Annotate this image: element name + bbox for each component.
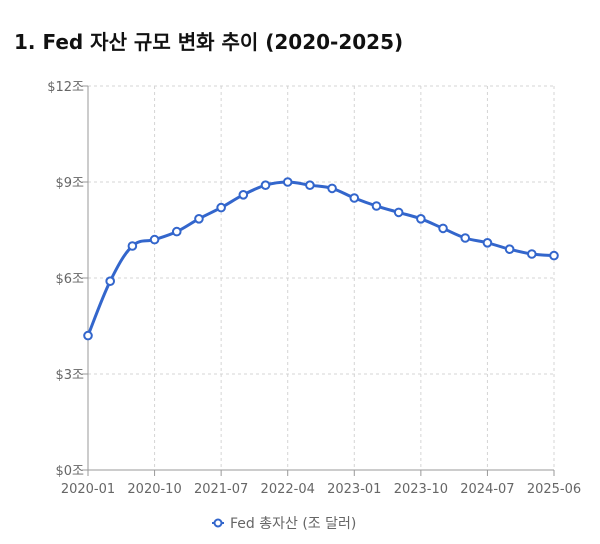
data-point [438,223,448,234]
grid [88,85,555,470]
legend-label: Fed 총자산 (조 달러) [230,516,356,532]
data-point [327,183,337,194]
data-point [305,180,315,190]
y-tick-label: $0조 [55,464,84,479]
x-tick-label: 2020-10 [127,482,181,497]
legend-swatch-marker [213,518,223,528]
y-tick-label: $3조 [55,368,84,383]
x-tick-label: 2023-10 [394,482,448,497]
data-point [349,193,360,203]
y-tick-label: $12조 [47,80,84,95]
data-point [416,214,426,224]
data-point [238,190,249,200]
series-line [86,180,555,337]
data-point [105,276,115,287]
data-point [482,238,493,248]
axes: $0조 $3조 $6조 $9조 $12조 2020-01 2020-10 2021-07 202… [47,80,581,497]
data-point [504,244,515,254]
data-point [260,180,271,190]
legend: Fed 총자산 (조 달러) [212,516,356,532]
chart-title: 1. Fed 자산 규모 변화 추이 (2020-2025) [14,30,404,54]
data-point [460,233,471,243]
data-point [149,234,160,245]
x-tick-label: 2021-07 [194,482,248,497]
data-point [527,249,537,259]
y-tick-label: $6조 [55,272,84,287]
x-tick-label: 2023-01 [327,482,381,497]
x-tick-label: 2024-07 [460,482,514,497]
data-point [194,214,204,224]
y-tick-label: $9조 [55,176,84,191]
x-tick-label: 2020-01 [61,482,115,497]
data-point [216,202,226,213]
data-point [282,177,293,187]
series-layer [83,177,559,341]
data-point [127,241,138,251]
data-point [549,250,559,261]
data-point [371,201,382,211]
data-point [83,330,93,341]
x-tick-label: 2022-04 [261,482,315,497]
x-tick-label: 2025-06 [527,482,581,497]
data-point [393,207,404,218]
data-point [171,226,182,237]
